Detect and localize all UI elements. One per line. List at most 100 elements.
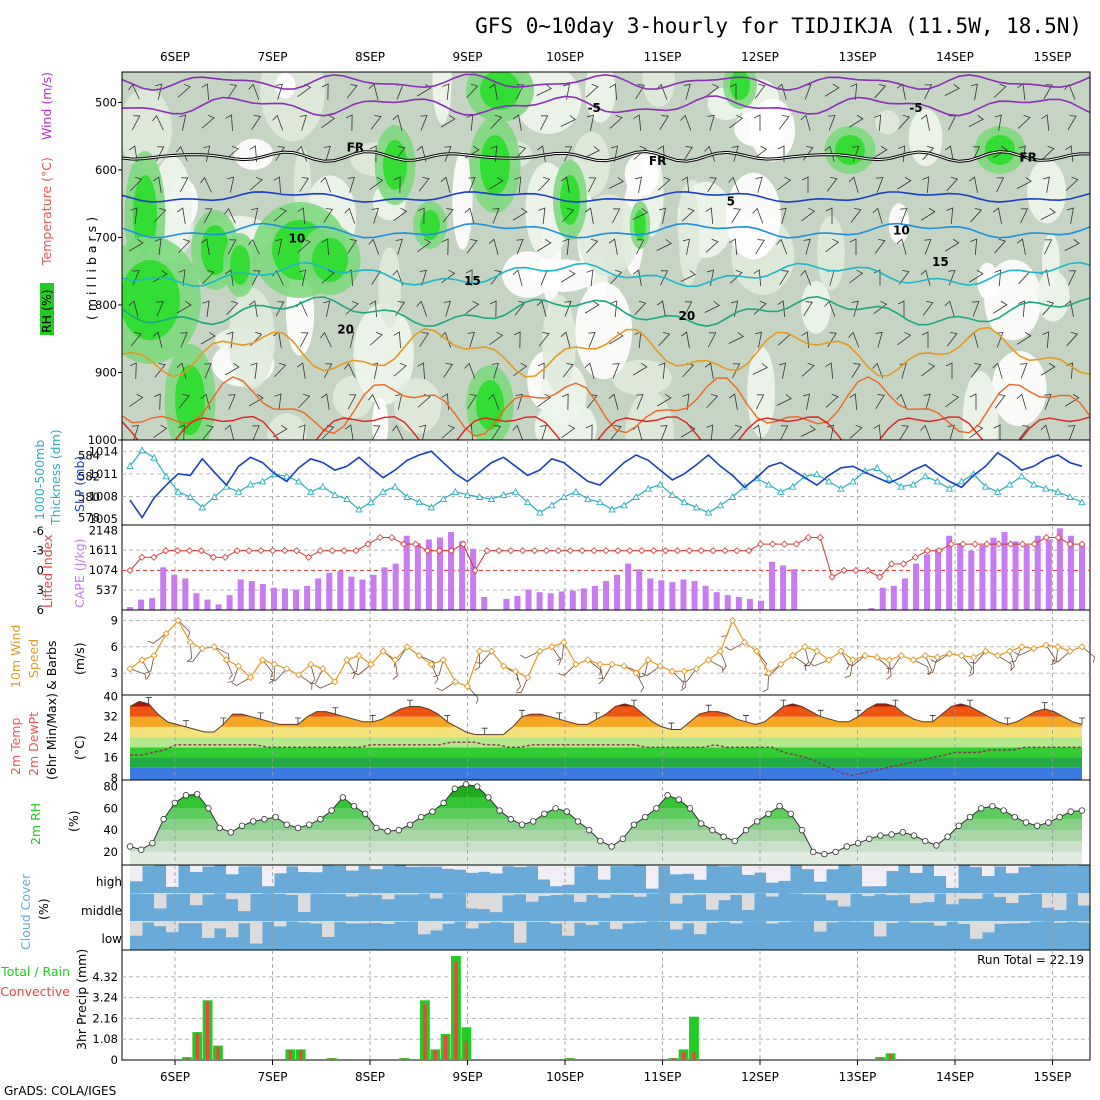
- cloud-gap: [766, 893, 779, 897]
- li-point: [423, 547, 432, 555]
- cloud-gap: [142, 865, 155, 867]
- cloud-gap: [238, 865, 251, 867]
- cape-labels: Lifted Index CAPE (J/kg): [40, 534, 87, 608]
- rh-low-area: [611, 359, 672, 396]
- cloud-gap: [490, 893, 503, 913]
- wind10-barb: [1052, 650, 1071, 663]
- precip-tick-label: 0: [111, 1053, 118, 1067]
- cloud-gap: [466, 921, 479, 929]
- temp2m-label-3: (6hr Min/Max): [44, 693, 59, 780]
- pressure-tick-label: 1000: [88, 433, 117, 447]
- cloud-gap: [730, 865, 743, 867]
- cloud-gap: [730, 893, 743, 895]
- contour-label: FR: [1019, 150, 1036, 164]
- date-label-bottom: 15SEP: [1034, 1070, 1072, 1084]
- wind-barb: [706, 424, 714, 440]
- li-point: [792, 540, 800, 548]
- thickness-point: [1030, 480, 1038, 488]
- rh2m-point: [530, 818, 537, 825]
- rh2m-point: [160, 816, 167, 823]
- wind-barb: [128, 238, 144, 252]
- wind-barb: [707, 177, 717, 192]
- contour-label: 20: [337, 323, 354, 337]
- wind10-speed-point: [813, 647, 821, 655]
- temp-minmax-whisker: [519, 709, 525, 717]
- wind-barb: [756, 394, 765, 410]
- cloud-gap: [994, 921, 1007, 924]
- li-point: [138, 553, 146, 561]
- rh-band: [130, 851, 1082, 865]
- cloud-gap: [718, 921, 731, 922]
- wind-barb: [393, 207, 408, 222]
- wind-barb: [850, 208, 862, 223]
- cape-bar: [636, 569, 643, 610]
- wind-barb: [155, 83, 163, 100]
- thickness-point: [716, 501, 725, 509]
- cloud-gap: [346, 921, 359, 924]
- wind10-speed-point: [584, 656, 592, 664]
- rh2m-point: [922, 837, 929, 845]
- cape-bar: [215, 604, 222, 610]
- wind-barb: [802, 393, 811, 410]
- wind-barb: [680, 331, 690, 348]
- rh2m-point: [1078, 807, 1086, 814]
- wind-barb: [1043, 84, 1053, 100]
- wind-barb: [632, 362, 648, 376]
- wind-barb: [392, 114, 403, 131]
- wind10-speed-point: [596, 660, 604, 668]
- temp-minmax-whisker: [743, 715, 749, 722]
- rh2m-point: [429, 808, 436, 815]
- contour-label: 10: [893, 223, 910, 237]
- wind10-speed-point: [524, 673, 532, 682]
- wind-barb: [658, 331, 671, 347]
- rh-low-area: [542, 294, 576, 394]
- thickness-point: [764, 480, 773, 488]
- cloud-gap: [766, 921, 779, 924]
- wind-barb: [683, 83, 691, 100]
- wind-barb: [418, 176, 430, 192]
- rh2m-point: [720, 833, 727, 840]
- thickness-point: [367, 498, 375, 506]
- wind10-speed-point: [632, 669, 640, 677]
- temp-minmax-whisker: [631, 699, 637, 707]
- wind-barb: [968, 176, 978, 193]
- wind10-speed-point: [861, 651, 869, 660]
- cloud-gap: [454, 921, 467, 922]
- wind-barb: [561, 393, 569, 411]
- precip-convective-bar: [423, 1004, 427, 1060]
- thickness-point: [415, 498, 423, 506]
- cape-bar: [591, 585, 598, 610]
- temp2m-labels: 2m Temp 2m DewPt (6hr Min/Max) (°C): [8, 693, 87, 780]
- wind-barb: [680, 424, 696, 438]
- temp2m-panel: [121, 694, 1091, 781]
- wind-barb: [896, 83, 906, 100]
- cloud-labels: Cloud Cover (%) high middle low: [18, 873, 122, 950]
- wind-barb: [610, 145, 619, 162]
- temp-minmax-whisker: [257, 712, 264, 720]
- cape-bar: [348, 576, 355, 610]
- wind-barb: [419, 424, 427, 440]
- thickness-point: [186, 493, 195, 500]
- cloud-gap: [610, 865, 623, 867]
- wind10-speed-point: [692, 665, 701, 673]
- cloud-gap: [370, 921, 383, 924]
- cape-bar: [281, 588, 288, 610]
- wind-barb: [899, 425, 909, 440]
- precip-convective-bar: [464, 1040, 468, 1060]
- cloud-gap: [910, 921, 923, 923]
- cloud-gap: [694, 921, 707, 935]
- wind10-speed-point: [1030, 644, 1038, 653]
- cloud-gap: [334, 921, 347, 923]
- cloud-gap: [850, 893, 863, 894]
- wind-barb: [154, 393, 161, 411]
- wind-barb: [540, 115, 549, 131]
- thickness-point: [1042, 484, 1050, 492]
- slp-tick-label: 1005: [89, 512, 118, 526]
- wind-barb: [512, 114, 522, 131]
- date-label-top: 9SEP: [452, 50, 482, 64]
- wind-barb: [393, 362, 407, 377]
- date-label-top: 6SEP: [160, 50, 190, 64]
- cloud-gap: [826, 893, 839, 901]
- wind10-barb: [961, 655, 973, 674]
- wind10-speed-point: [355, 651, 363, 660]
